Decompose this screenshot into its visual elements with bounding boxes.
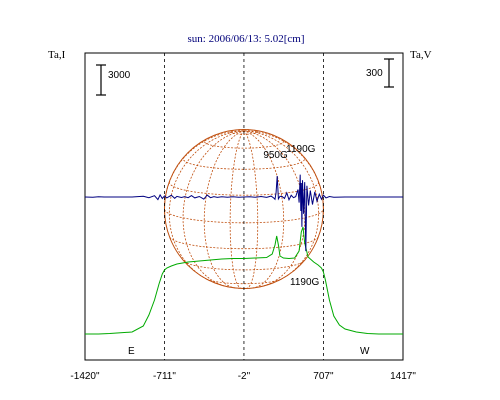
- field-strength-label: 1190G: [290, 277, 320, 288]
- longitude-line: [203, 130, 245, 289]
- series-layer: [84, 174, 403, 335]
- stokes-v-line: [84, 174, 403, 252]
- left-scale-bar-label: 3000: [108, 70, 131, 81]
- longitude-line: [168, 130, 244, 282]
- x-ticks: -1420" -711" -2" 707" 1417": [70, 371, 416, 382]
- stokes-i-line: [85, 226, 403, 335]
- longitude-line: [229, 130, 245, 289]
- longitude-line: [243, 130, 259, 289]
- west-limb-label: W: [360, 346, 370, 357]
- reference-lines: [164, 53, 324, 360]
- latitude-line: [168, 181, 319, 196]
- x-tick-label: -2": [238, 371, 251, 382]
- right-scale-bar: 300: [366, 58, 394, 88]
- longitude-line: [243, 130, 320, 282]
- right-axis-label: Ta,V: [410, 49, 432, 61]
- longitude-line: [243, 130, 324, 218]
- chart-title: sun: 2006/06/13: 5.02[cm]: [187, 33, 304, 45]
- longitude-line: [182, 130, 244, 288]
- field-strength-label: 950G: [263, 150, 288, 161]
- latitude-line: [182, 156, 306, 170]
- x-tick-label: 1417": [390, 371, 416, 382]
- longitude-line: [164, 130, 244, 218]
- x-tick-label: -711": [153, 371, 176, 382]
- x-tick-label: 707": [313, 371, 334, 382]
- right-scale-bar-label: 300: [366, 68, 383, 79]
- east-limb-label: E: [128, 346, 135, 357]
- field-strength-label: 1190G: [286, 144, 316, 155]
- x-tick-label: -1420": [70, 371, 100, 382]
- left-scale-bar: 3000: [96, 64, 131, 96]
- left-axis-label: Ta,I: [48, 49, 66, 61]
- latitude-line: [229, 129, 259, 135]
- longitude-line: [243, 130, 285, 289]
